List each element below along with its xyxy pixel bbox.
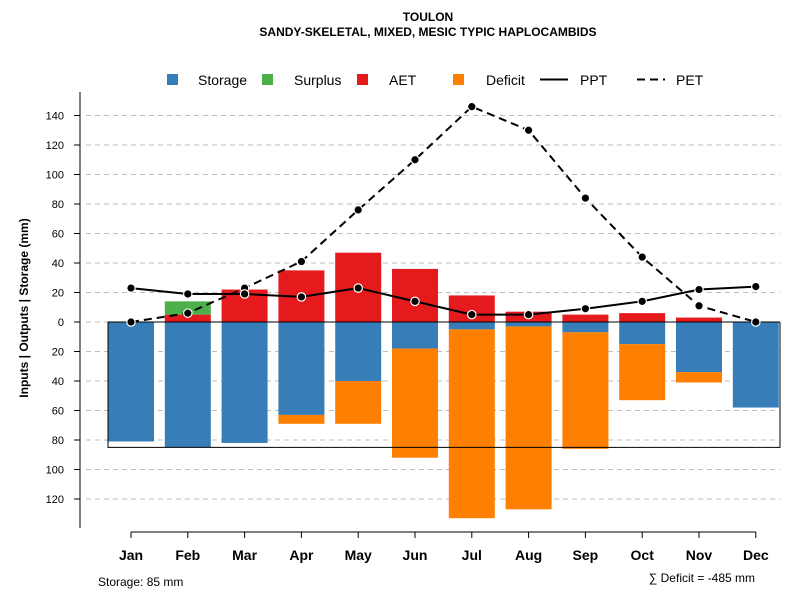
pet-point <box>353 205 363 215</box>
legend-label-aet: AET <box>389 72 417 88</box>
pet-point <box>750 317 761 327</box>
pet-point <box>183 308 193 318</box>
bars <box>108 252 779 519</box>
ppt-point <box>296 292 307 302</box>
legend-swatch-surplus <box>262 74 273 85</box>
ppt-point <box>126 283 136 293</box>
ppt-point <box>239 289 250 299</box>
bar-aet <box>676 317 722 322</box>
pet-point <box>580 193 591 203</box>
ppt-point <box>523 309 534 320</box>
legend-swatch-deficit <box>453 74 464 85</box>
ppt-point <box>637 296 647 307</box>
x-tick-label: Sep <box>573 547 599 563</box>
y-tick-label: 60 <box>52 229 64 241</box>
bar-storage <box>448 322 495 330</box>
legend-label-pet: PET <box>676 72 704 88</box>
bar-deficit <box>278 414 325 424</box>
bar-storage <box>732 322 779 408</box>
ppt-point <box>183 289 193 299</box>
bar-deficit <box>448 329 495 519</box>
pet-line <box>130 105 757 323</box>
x-tick-label: Apr <box>289 547 314 563</box>
x-tick-label: Dec <box>743 547 769 563</box>
ppt-line <box>130 285 756 316</box>
chart-subtitle: SANDY-SKELETAL, MIXED, MESIC TYPIC HAPLO… <box>259 25 596 39</box>
y-tick-label: 140 <box>46 111 64 123</box>
pet-point <box>410 154 420 165</box>
bar-deficit <box>676 372 722 383</box>
x-tick-label: Mar <box>232 547 257 563</box>
legend-label-ppt: PPT <box>580 72 608 88</box>
y-tick-label: 40 <box>52 258 64 270</box>
y-tick-label: 20 <box>52 288 64 300</box>
pet-point <box>694 300 704 311</box>
legend-swatch-aet <box>357 74 368 85</box>
x-tick-label: Oct <box>631 547 655 563</box>
y-tick-label: 120 <box>46 494 64 506</box>
ppt-point <box>580 303 591 314</box>
bar-deficit <box>335 381 382 424</box>
bar-deficit <box>505 326 552 510</box>
bar-storage <box>392 322 438 349</box>
y-tick-label: 80 <box>52 199 64 211</box>
x-tick-label: May <box>345 547 372 563</box>
legend: Storage Surplus AET Deficit PPT PET <box>167 72 704 88</box>
bar-deficit <box>392 348 438 458</box>
y-tick-label: 80 <box>52 435 64 447</box>
series-lines <box>126 101 761 327</box>
y-tick-label: 60 <box>52 406 64 418</box>
axes: 140 120 100 80 60 40 20 0 20 40 60 80 100 120 <box>46 92 781 538</box>
bar-storage <box>619 322 666 345</box>
pet-point <box>296 256 307 267</box>
pet-point <box>466 101 477 112</box>
pet-point <box>126 317 136 327</box>
bar-deficit <box>619 344 666 401</box>
footnote-storage: Storage: 85 mm <box>98 575 183 589</box>
ppt-point <box>410 296 420 307</box>
bar-aet <box>619 313 666 322</box>
storage-capacity-box <box>107 322 781 448</box>
bar-storage <box>164 322 211 448</box>
bar-storage <box>562 322 609 333</box>
bar-aet <box>392 268 438 322</box>
ppt-point <box>694 284 704 295</box>
chart-title: TOULON <box>403 10 453 24</box>
bar-aet <box>164 314 211 322</box>
bar-surplus <box>164 301 211 315</box>
x-tick-label: Jul <box>462 547 482 563</box>
y-tick-label: 120 <box>46 140 64 152</box>
bar-storage <box>335 322 382 381</box>
y-tick-label: 0 <box>58 317 64 329</box>
y-tick-label: 100 <box>46 465 64 477</box>
bar-aet <box>562 314 609 322</box>
bar-storage <box>278 322 325 415</box>
legend-label-surplus: Surplus <box>294 72 341 88</box>
legend-label-deficit: Deficit <box>486 72 525 88</box>
pet-point <box>523 125 534 136</box>
ppt-point <box>353 283 363 293</box>
x-tick-label: Jan <box>119 547 143 563</box>
bar-storage <box>676 322 722 373</box>
x-tick-label: Aug <box>515 547 542 563</box>
y-axis-label: Inputs | Outputs | Storage (mm) <box>17 218 31 397</box>
bar-storage <box>108 322 154 442</box>
bar-storage <box>505 322 552 327</box>
pet-point <box>637 252 647 262</box>
x-tick-labels: Jan Feb Mar Apr May Jun Jul Aug Sep Oct Nov Dec <box>119 547 769 563</box>
legend-swatch-storage <box>167 74 178 85</box>
ppt-point <box>750 281 761 292</box>
bar-storage <box>221 322 268 443</box>
x-tick-label: Nov <box>686 547 713 563</box>
x-tick-label: Feb <box>175 547 200 563</box>
ppt-point <box>466 309 477 320</box>
y-tick-label: 40 <box>52 376 64 388</box>
y-tick-label: 100 <box>46 170 64 182</box>
legend-label-storage: Storage <box>198 72 247 88</box>
x-tick-label: Jun <box>403 547 428 563</box>
bar-deficit <box>562 332 609 449</box>
y-tick-label: 20 <box>52 347 64 359</box>
footnote-deficit: ∑ Deficit = -485 mm <box>649 571 755 585</box>
